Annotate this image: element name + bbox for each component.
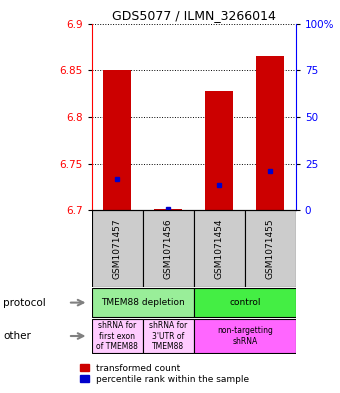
Text: other: other — [3, 331, 31, 341]
Text: protocol: protocol — [3, 298, 46, 308]
Bar — [256, 56, 284, 210]
Bar — [205, 91, 233, 210]
Text: TMEM88 depletion: TMEM88 depletion — [101, 298, 185, 307]
Bar — [154, 209, 182, 210]
Text: shRNA for
3'UTR of
TMEM88: shRNA for 3'UTR of TMEM88 — [149, 321, 187, 351]
Bar — [92, 210, 143, 287]
Title: GDS5077 / ILMN_3266014: GDS5077 / ILMN_3266014 — [112, 9, 276, 22]
Text: GSM1071457: GSM1071457 — [113, 218, 122, 279]
Bar — [245, 210, 296, 287]
Bar — [143, 320, 194, 353]
Text: non-targetting
shRNA: non-targetting shRNA — [217, 326, 273, 346]
Text: GSM1071454: GSM1071454 — [215, 219, 224, 279]
Legend: transformed count, percentile rank within the sample: transformed count, percentile rank withi… — [79, 363, 251, 385]
Bar — [194, 320, 296, 353]
Text: control: control — [229, 298, 260, 307]
Text: shRNA for
first exon
of TMEM88: shRNA for first exon of TMEM88 — [96, 321, 138, 351]
Bar — [194, 210, 245, 287]
Text: GSM1071455: GSM1071455 — [266, 218, 275, 279]
Bar — [92, 288, 194, 318]
Bar — [92, 320, 143, 353]
Bar — [194, 288, 296, 318]
Bar — [143, 210, 194, 287]
Text: GSM1071456: GSM1071456 — [164, 218, 173, 279]
Bar — [103, 70, 131, 210]
